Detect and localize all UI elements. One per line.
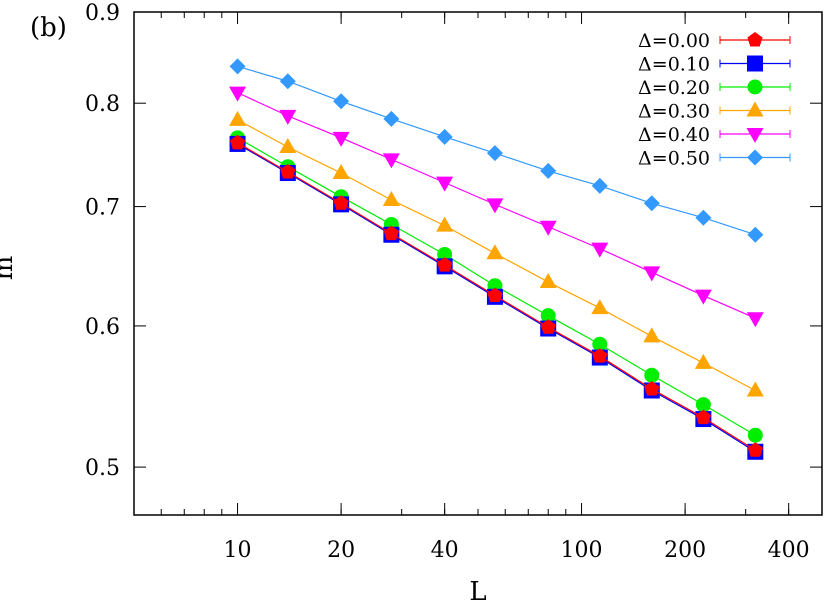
series-4	[229, 86, 764, 328]
marker-pentagon	[695, 409, 711, 425]
marker-diamond	[540, 162, 557, 179]
marker-triangle-down	[746, 312, 764, 328]
x-tick-label: 40	[431, 538, 459, 563]
marker-pentagon	[747, 32, 763, 47]
marker-diamond	[383, 110, 400, 127]
marker-triangle-down	[279, 109, 297, 125]
marker-pentagon	[592, 348, 608, 363]
marker-triangle-up	[746, 381, 764, 397]
marker-circle	[592, 336, 608, 352]
marker-triangle-up	[694, 353, 712, 369]
series-group	[229, 58, 764, 460]
marker-triangle-up	[591, 299, 609, 315]
marker-diamond	[333, 93, 350, 110]
marker-circle	[540, 308, 556, 324]
marker-diamond	[229, 58, 246, 75]
marker-diamond	[747, 149, 763, 166]
marker-pentagon	[280, 163, 296, 179]
axis-ticks: 10 20 40 100 200 400 0.5 0.6 0.7 0.8 0.9	[85, 1, 822, 563]
legend: Δ=0.00Δ=0.10Δ=0.20Δ=0.30Δ=0.40Δ=0.50	[638, 30, 791, 170]
marker-diamond	[747, 226, 764, 243]
x-tick-label: 20	[327, 538, 355, 563]
marker-circle	[644, 367, 660, 383]
legend-label: Δ=0.00	[638, 30, 710, 52]
y-tick-label: 0.9	[85, 1, 120, 26]
marker-pentagon	[747, 442, 763, 457]
marker-diamond	[486, 145, 503, 162]
marker-triangle-up	[229, 110, 247, 126]
marker-circle	[695, 397, 711, 413]
marker-square	[747, 55, 763, 72]
x-axis-label: L	[469, 577, 486, 607]
marker-triangle-down	[332, 131, 350, 147]
marker-triangle-up	[332, 164, 350, 180]
marker-pentagon	[383, 225, 399, 241]
series-5	[229, 58, 764, 243]
marker-triangle-up	[746, 101, 764, 117]
marker-pentagon	[540, 319, 556, 334]
legend-label: Δ=0.10	[638, 54, 710, 76]
marker-pentagon	[229, 134, 246, 150]
marker-pentagon	[487, 287, 503, 303]
marker-pentagon	[333, 195, 349, 210]
marker-diamond	[591, 177, 608, 194]
marker-triangle-down	[539, 220, 557, 236]
marker-triangle-down	[643, 266, 661, 282]
marker-triangle-down	[486, 198, 504, 214]
marker-pentagon	[437, 257, 453, 272]
marker-triangle-down	[746, 128, 764, 143]
marker-triangle-up	[539, 273, 557, 289]
marker-triangle-down	[591, 242, 609, 258]
y-tick-label: 0.6	[85, 315, 120, 340]
marker-triangle-up	[643, 327, 661, 343]
marker-triangle-down	[694, 289, 712, 305]
x-tick-label: 100	[561, 538, 603, 563]
marker-triangle-up	[279, 137, 297, 153]
marker-diamond	[643, 195, 660, 212]
legend-label: Δ=0.40	[638, 124, 710, 146]
series-3	[229, 110, 764, 397]
series-0	[229, 134, 763, 457]
marker-triangle-up	[486, 244, 504, 260]
marker-triangle-up	[382, 190, 400, 206]
y-tick-label: 0.5	[85, 456, 120, 481]
y-tick-label: 0.8	[85, 92, 120, 117]
marker-triangle-down	[229, 86, 247, 102]
marker-diamond	[279, 73, 296, 90]
marker-diamond	[695, 209, 712, 226]
panel-label: (b)	[30, 13, 67, 43]
y-tick-label: 0.7	[85, 196, 120, 221]
marker-triangle-down	[436, 176, 454, 192]
x-tick-label: 10	[224, 538, 252, 563]
marker-circle	[437, 246, 453, 262]
legend-label: Δ=0.30	[638, 101, 710, 123]
marker-triangle-down	[382, 153, 400, 169]
x-tick-label: 400	[768, 538, 810, 563]
legend-label: Δ=0.20	[638, 77, 710, 99]
legend-label: Δ=0.50	[638, 148, 710, 170]
marker-triangle-up	[436, 216, 454, 232]
x-tick-label: 200	[664, 538, 706, 563]
marker-pentagon	[644, 381, 660, 396]
marker-circle	[747, 427, 763, 443]
marker-circle	[747, 79, 763, 95]
marker-diamond	[436, 128, 453, 145]
y-axis-label: m	[0, 256, 19, 281]
